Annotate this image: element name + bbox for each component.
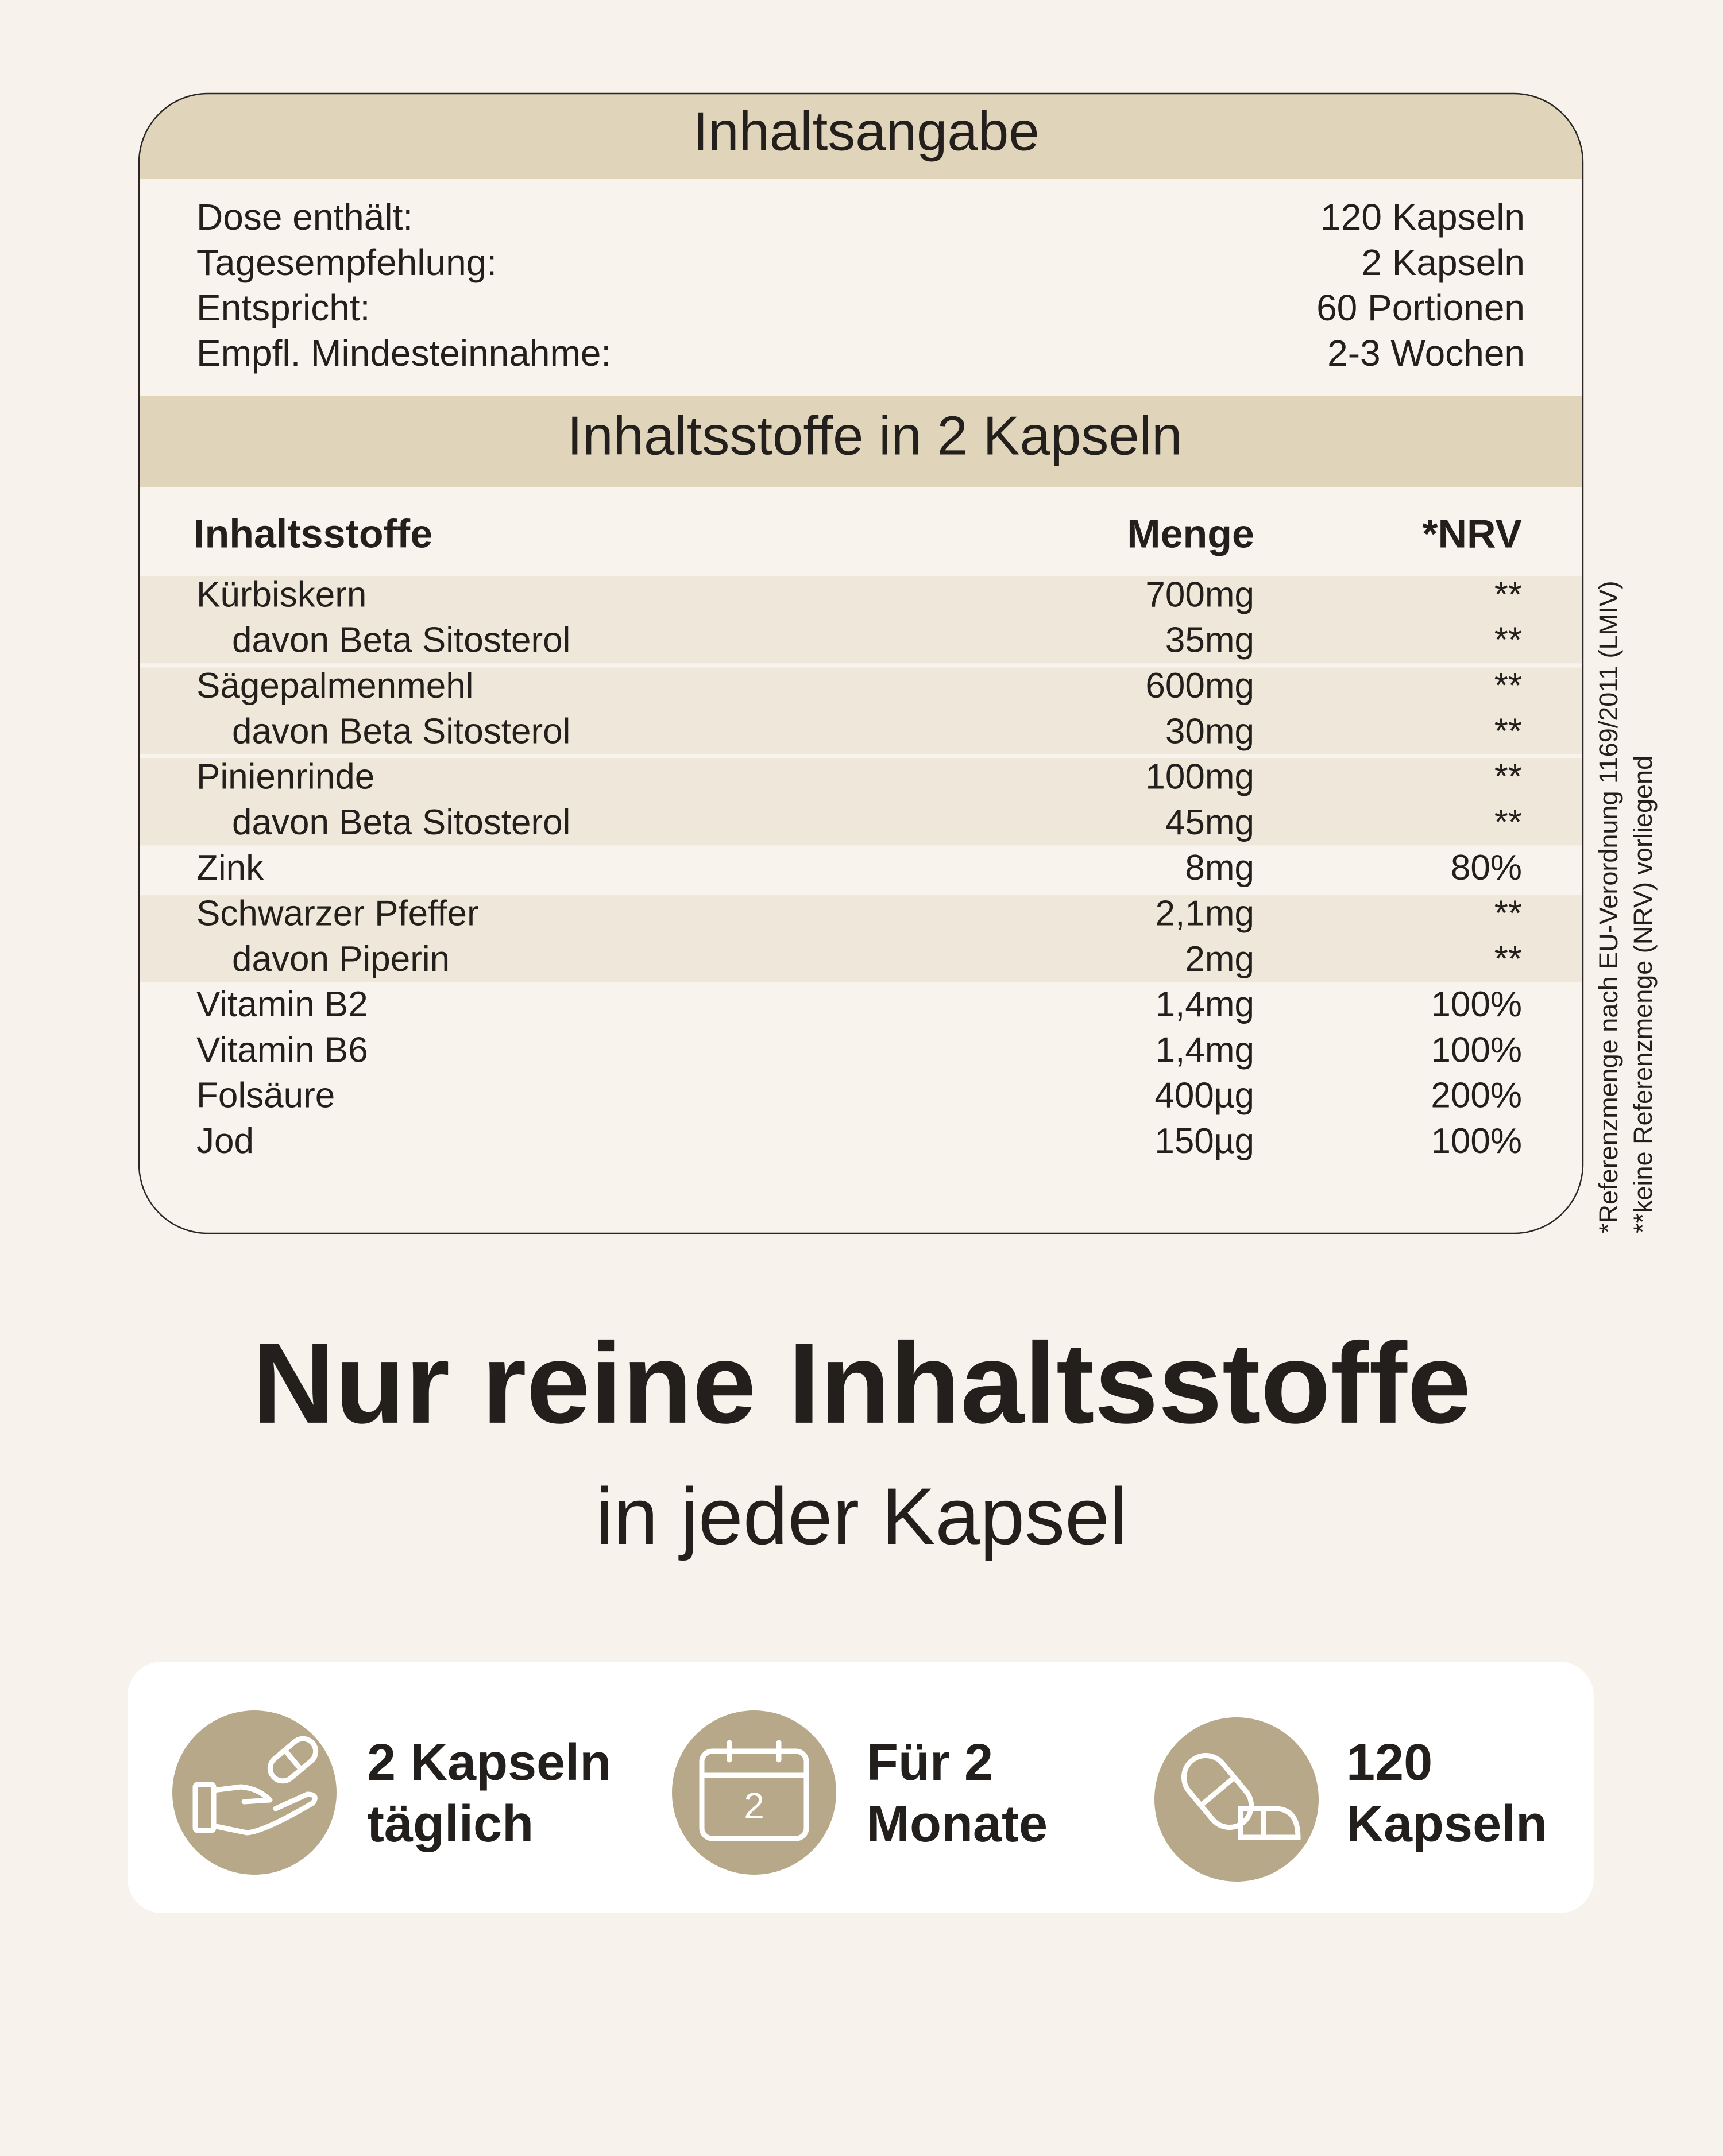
table-rows: Dose enthält: 120 Kapseln Tagesempfehlung:… [196,196,1525,1161]
amount: 2mg [1185,939,1254,979]
feature-text: täglich [367,1795,534,1853]
row-shade [139,895,1583,982]
summary-label: Tagesempfehlung: [196,242,497,283]
row-shade [139,667,1583,754]
ingredient-name: Folsäure [196,1076,335,1116]
ingredient-name: Schwarzer Pfeffer [196,893,479,933]
feature-text: Monate [867,1795,1048,1853]
amount: 45mg [1165,803,1254,842]
amount: 400µg [1154,1076,1254,1116]
ingredient-name: Kürbiskern [196,575,366,614]
amount: 150µg [1154,1121,1254,1161]
calendar-icon: 2 [672,1710,836,1875]
ingredient-name: Pinienrinde [196,757,374,797]
card-bg [139,94,1583,1233]
nrv: ** [1494,621,1522,660]
feature-text: 120 [1346,1734,1432,1791]
summary-label: Entspricht: [196,287,370,328]
nrv: ** [1494,893,1522,933]
ingredient-name: Sägepalmenmehl [196,666,474,706]
nrv: 100% [1431,1030,1522,1070]
column-header: Menge [1127,511,1254,556]
sub-ingredient-name: davon Beta Sitosterol [232,711,570,751]
sub-ingredient-name: davon Beta Sitosterol [232,621,570,660]
amount: 30mg [1165,711,1254,751]
column-header: *NRV [1422,511,1522,556]
capsule-icon [1154,1717,1319,1882]
feature-text: Für 2 [867,1734,993,1791]
amount: 1,4mg [1156,1030,1254,1070]
amount: 1,4mg [1156,985,1254,1024]
amount: 100mg [1145,757,1254,797]
footnote: **keine Referenzmenge (NRV) vorliegend [1628,756,1658,1233]
amount: 8mg [1185,848,1254,888]
table-card-fill [139,94,1583,1233]
summary-label: Empfl. Mindesteinnahme: [196,332,611,374]
nrv: 80% [1451,848,1522,888]
row-shade [139,576,1583,664]
row-shades [139,576,1583,982]
nrv: ** [1494,757,1522,797]
nrv: 100% [1431,1121,1522,1161]
sub-ingredient-name: davon Piperin [232,939,450,979]
amount: 2,1mg [1156,893,1254,933]
summary-value: 2-3 Wochen [1327,332,1525,374]
subheadline: in jeder Kapsel [596,1471,1127,1561]
nrv: ** [1494,939,1522,979]
nrv: 200% [1431,1076,1522,1116]
nrv: ** [1494,711,1522,751]
nrv: ** [1494,575,1522,614]
nrv: 100% [1431,985,1522,1024]
section-title: Inhaltsstoffe in 2 Kapseln [567,405,1183,466]
calendar-label: 2 [744,1785,764,1826]
column-header: Inhaltsstoffe [194,511,432,556]
card-border [138,92,1584,1234]
summary-value: 2 Kapseln [1361,242,1525,283]
row-shade [139,758,1583,846]
sub-ingredient-name: davon Beta Sitosterol [232,803,570,842]
nrv: ** [1494,666,1522,706]
card-title: Inhaltsangabe [693,100,1039,162]
amount: 35mg [1165,621,1254,660]
summary-value: 60 Portionen [1316,287,1525,328]
header-band [139,94,1583,179]
summary-value: 120 Kapseln [1320,196,1525,238]
headline: Nur reine Inhaltsstoffe [252,1319,1471,1447]
ingredient-name: Zink [196,848,264,888]
footnote: *Referenzmenge nach EU-Verordnung 1169/2… [1594,580,1623,1233]
feature-text: Kapseln [1346,1795,1547,1853]
ingredient-name: Vitamin B2 [196,985,368,1024]
amount: 600mg [1145,666,1254,706]
ingredient-name: Vitamin B6 [196,1030,368,1070]
feature-text: 2 Kapseln [367,1734,611,1791]
section-band [139,396,1583,487]
ingredient-name: Jod [196,1121,254,1161]
hand-icon [172,1710,337,1875]
nrv: ** [1494,803,1522,842]
amount: 700mg [1145,575,1254,614]
summary-label: Dose enthält: [196,196,413,238]
